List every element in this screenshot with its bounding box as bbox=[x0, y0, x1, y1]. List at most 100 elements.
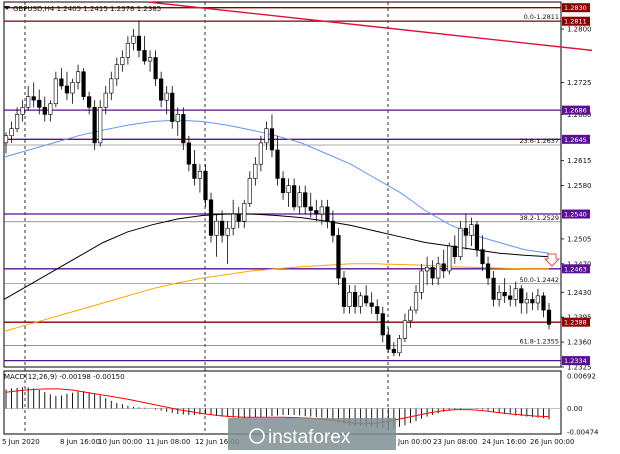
price-axis-label: 1.2580 bbox=[567, 182, 592, 190]
price-axis-label: 1.2430 bbox=[567, 289, 592, 297]
horizontal-levels: 0.0-1.2811 23.6-1.2637 38.2-1.2529 50.0-1.2… bbox=[4, 1, 593, 362]
fib-level-label: 23.6-1.2637 bbox=[519, 137, 559, 145]
bear-candle bbox=[452, 245, 457, 258]
macd-panel bbox=[4, 387, 561, 429]
bull-candle bbox=[402, 320, 408, 339]
down-arrow-icon bbox=[543, 253, 561, 267]
price-axis-label: 1.2680 bbox=[567, 111, 592, 119]
bull-candle bbox=[231, 213, 236, 229]
bear-candle bbox=[42, 107, 47, 115]
bull-candle bbox=[75, 71, 81, 83]
bear-candle bbox=[31, 96, 36, 101]
time-axis-label: 5 Jun 2020 bbox=[2, 438, 40, 446]
bull-candle bbox=[358, 295, 363, 307]
bear-candle bbox=[236, 213, 241, 222]
bull-candle bbox=[297, 192, 302, 208]
bull-candle bbox=[70, 82, 75, 94]
bear-candle bbox=[275, 149, 280, 179]
bull-candle bbox=[258, 142, 263, 165]
time-axis-label: 26 Jun 00:00 bbox=[530, 438, 574, 446]
bear-candle bbox=[142, 50, 147, 62]
bear-candle bbox=[159, 78, 164, 101]
fib-level-label: 50.0-1.2442 bbox=[519, 276, 559, 284]
bear-candle bbox=[308, 206, 313, 211]
macd-header: MACD(12,26,9) -0.00198 -0.00150 bbox=[4, 373, 125, 381]
bear-candle bbox=[153, 57, 158, 80]
bull-candle bbox=[48, 103, 53, 115]
time-axis-label: 10 Jun 00:00 bbox=[98, 438, 142, 446]
bear-candle bbox=[546, 309, 552, 325]
bear-candle bbox=[463, 227, 468, 236]
price-tag-label: 1.2686 bbox=[564, 107, 587, 115]
bull-candle bbox=[347, 291, 352, 307]
bull-candle bbox=[175, 114, 180, 122]
bull-candle bbox=[513, 288, 518, 300]
bear-candle bbox=[64, 85, 70, 94]
price-tag-label: 1.2463 bbox=[564, 265, 587, 273]
bear-candle bbox=[192, 163, 197, 179]
price-tag-label: 1.2645 bbox=[564, 136, 587, 144]
bear-candle bbox=[303, 192, 308, 208]
watermark-text: instaforex bbox=[268, 427, 351, 448]
bull-candle bbox=[413, 291, 419, 311]
bull-candle bbox=[98, 107, 103, 144]
bear-candle bbox=[380, 313, 385, 336]
bull-candle bbox=[214, 220, 219, 236]
watermark-box bbox=[228, 418, 396, 450]
ma-orange-line bbox=[3, 263, 549, 332]
bull-candle bbox=[120, 57, 125, 65]
price-tag-box bbox=[562, 3, 590, 13]
bull-candle bbox=[109, 78, 114, 94]
bear-candle bbox=[136, 35, 142, 51]
bear-candle bbox=[491, 277, 496, 300]
bear-candle bbox=[441, 263, 446, 272]
price-tag-label: 1.2334 bbox=[564, 357, 587, 365]
fib-level-label: 0.0-1.2811 bbox=[524, 13, 559, 21]
bear-candle bbox=[325, 206, 330, 222]
price-tag-box bbox=[562, 356, 590, 366]
time-axis-label: 11 Jun 08:00 bbox=[146, 438, 190, 446]
bull-candle bbox=[53, 78, 58, 105]
bear-candle bbox=[203, 171, 208, 201]
price-tag-box bbox=[562, 134, 590, 144]
bull-candle bbox=[397, 338, 402, 354]
bear-candle bbox=[181, 114, 186, 144]
time-axis-label: 8 Jun 16:00 bbox=[60, 438, 100, 446]
bull-candle bbox=[3, 135, 9, 144]
price-tag-label: 1.2388 bbox=[564, 319, 587, 327]
time-axis-label: Jun 00:00 bbox=[397, 438, 431, 446]
watermark-banner: instaforex bbox=[228, 418, 396, 450]
bear-candle bbox=[541, 295, 546, 311]
price-axis-label: 1.2325 bbox=[567, 364, 592, 372]
macd-axis-label: 0.00692 bbox=[567, 373, 596, 381]
bear-candle bbox=[364, 295, 369, 304]
symbol-header: GBPUSD,H4 1.2405 1.2415 1.2378 1.2385 bbox=[13, 5, 161, 13]
bull-candle bbox=[114, 64, 119, 80]
fib-level-label: 61.8-1.2355 bbox=[519, 338, 559, 346]
macd-axis-label: -0.00474 bbox=[567, 429, 599, 437]
bull-candle bbox=[164, 92, 169, 101]
macd-signal-line bbox=[5, 388, 550, 425]
bull-candle bbox=[225, 227, 230, 236]
bear-candle bbox=[341, 277, 347, 307]
bear-candle bbox=[519, 288, 524, 304]
dropdown-arrow-icon[interactable] bbox=[4, 6, 10, 10]
bear-candle bbox=[369, 302, 374, 307]
time-axis-label: 12 Jun 16:00 bbox=[195, 438, 239, 446]
bull-candle bbox=[131, 35, 136, 44]
bull-candle bbox=[408, 309, 413, 322]
descending-trendline bbox=[147, 1, 593, 52]
bear-candle bbox=[480, 249, 485, 265]
main-frame bbox=[3, 1, 562, 368]
bull-candle bbox=[469, 224, 474, 236]
time-axis-label: 24 Jun 16:00 bbox=[482, 438, 526, 446]
ma-slow-line bbox=[3, 213, 550, 300]
bull-candle bbox=[20, 107, 25, 115]
price-axis-label: 1.2360 bbox=[567, 339, 592, 347]
bull-candle bbox=[253, 163, 258, 179]
bull-candle bbox=[458, 227, 463, 258]
bull-candle bbox=[14, 114, 20, 129]
bear-candle bbox=[37, 99, 42, 108]
